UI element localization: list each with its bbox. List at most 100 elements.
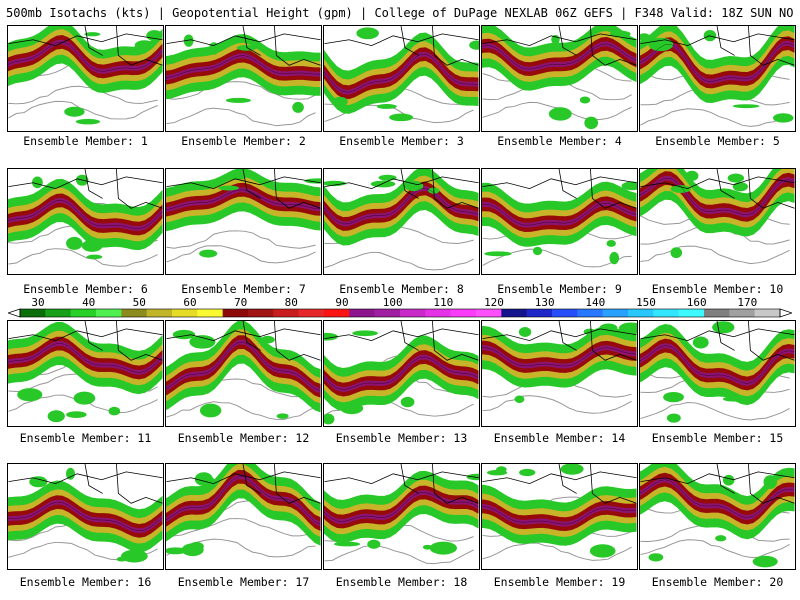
ensemble-member-label: Ensemble Member: 17 xyxy=(177,575,310,589)
jet-axis-line xyxy=(482,43,637,70)
color-scale-label: 170 xyxy=(737,296,757,309)
map-borders xyxy=(640,26,795,66)
height-contour xyxy=(8,248,158,267)
ensemble-member-panel-8 xyxy=(323,168,480,275)
isotach-band xyxy=(640,343,795,386)
map-borders xyxy=(166,321,321,361)
jet-axis-line xyxy=(8,41,163,72)
isotach-patch xyxy=(73,391,96,405)
color-scale-swatch xyxy=(577,309,603,317)
member-map-17 xyxy=(166,464,321,558)
jet-axis-line xyxy=(482,202,637,226)
isotach-patch xyxy=(125,555,138,560)
ensemble-member-panel-14 xyxy=(481,320,638,427)
height-contour xyxy=(482,542,632,561)
isotach-patch xyxy=(134,40,155,51)
isotach-patch xyxy=(171,186,181,194)
member-map-14 xyxy=(482,321,637,414)
color-scale-swatch xyxy=(96,309,122,317)
isotach-patch xyxy=(685,170,699,181)
isotach-patch xyxy=(81,239,103,252)
isotach-patch xyxy=(199,403,222,418)
isotach-patch xyxy=(225,97,251,103)
ensemble-member-panel-11 xyxy=(7,320,164,427)
ensemble-member-panel-2 xyxy=(165,25,322,132)
isotach-patch xyxy=(32,176,43,189)
isotach-band xyxy=(8,341,163,375)
isotach-patch xyxy=(340,402,364,415)
ensemble-member-panel-12 xyxy=(165,320,322,427)
isotach-patch xyxy=(670,185,691,193)
isotach-patch xyxy=(532,246,543,256)
jet-axis-line xyxy=(482,506,637,525)
isotach-patch xyxy=(84,32,101,37)
isotach-band xyxy=(166,187,321,212)
isotach-patch xyxy=(304,178,321,184)
isotach-patch xyxy=(621,181,637,191)
isotach-patch xyxy=(579,96,591,104)
map-borders xyxy=(482,321,637,361)
member-map-18 xyxy=(324,464,479,565)
isotach-patch xyxy=(648,553,664,562)
isotach-patch xyxy=(640,33,651,42)
ensemble-member-label: Ensemble Member: 11 xyxy=(19,431,152,445)
isotach-patch xyxy=(727,173,745,183)
isotach-patch xyxy=(75,118,101,125)
color-scale-swatch xyxy=(298,309,325,317)
isotach-band xyxy=(324,185,479,227)
color-scale-swatch xyxy=(146,309,173,317)
jet-axis-line xyxy=(8,343,163,373)
isotach-band xyxy=(166,464,321,546)
isotach-patch xyxy=(609,30,631,38)
jet-axis-line xyxy=(640,479,795,518)
member-map-11 xyxy=(8,321,163,423)
ensemble-member-label: Ensemble Member: 10 xyxy=(651,282,784,296)
height-contour xyxy=(166,81,316,100)
height-contour xyxy=(8,85,158,105)
color-scale-swatch xyxy=(628,309,654,317)
isotach-patch xyxy=(663,392,684,403)
member-map-6 xyxy=(8,169,163,267)
member-map-5 xyxy=(640,26,795,127)
member-map-12 xyxy=(166,321,321,420)
isotach-band xyxy=(482,345,637,369)
map-borders xyxy=(8,169,163,209)
isotach-patch xyxy=(47,410,65,423)
jet-axis-line xyxy=(324,188,479,225)
color-scale-swatch xyxy=(349,309,375,317)
ensemble-member-label: Ensemble Member: 19 xyxy=(493,575,626,589)
isotach-band xyxy=(324,51,479,95)
ensemble-member-label: Ensemble Member: 5 xyxy=(655,134,780,148)
jet-axis-line xyxy=(324,53,479,93)
ensemble-member-panel-20 xyxy=(639,463,796,570)
isotach-patch xyxy=(484,251,512,257)
map-borders xyxy=(640,464,795,504)
color-scale-swatch xyxy=(729,309,755,317)
isotach-patch xyxy=(356,27,379,40)
isotach-patch xyxy=(225,175,247,180)
color-scale-swatch xyxy=(172,309,198,317)
member-map-16 xyxy=(8,464,163,563)
color-scale-swatch xyxy=(248,309,274,317)
isotach-band xyxy=(166,335,321,398)
isotach-band xyxy=(482,200,637,228)
isotach-band xyxy=(166,464,321,537)
isotach-patch xyxy=(17,388,43,402)
jet-axis-line xyxy=(166,476,321,525)
color-scale-label: 80 xyxy=(285,296,298,309)
color-scale-swatch xyxy=(678,309,705,317)
member-map-8 xyxy=(324,169,479,271)
isotach-patch xyxy=(429,541,457,555)
isotach-patch xyxy=(183,34,194,47)
isotach-band xyxy=(166,474,321,527)
height-contour xyxy=(482,395,632,414)
isotach-patch xyxy=(370,180,396,188)
height-contour xyxy=(640,108,790,127)
height-contour xyxy=(640,402,790,421)
jet-axis-line xyxy=(640,177,795,216)
ensemble-member-panel-13 xyxy=(323,320,480,427)
color-scale-swatch xyxy=(121,309,147,317)
member-map-13 xyxy=(324,321,479,425)
height-contour xyxy=(166,107,316,127)
color-scale-label: 70 xyxy=(234,296,247,309)
